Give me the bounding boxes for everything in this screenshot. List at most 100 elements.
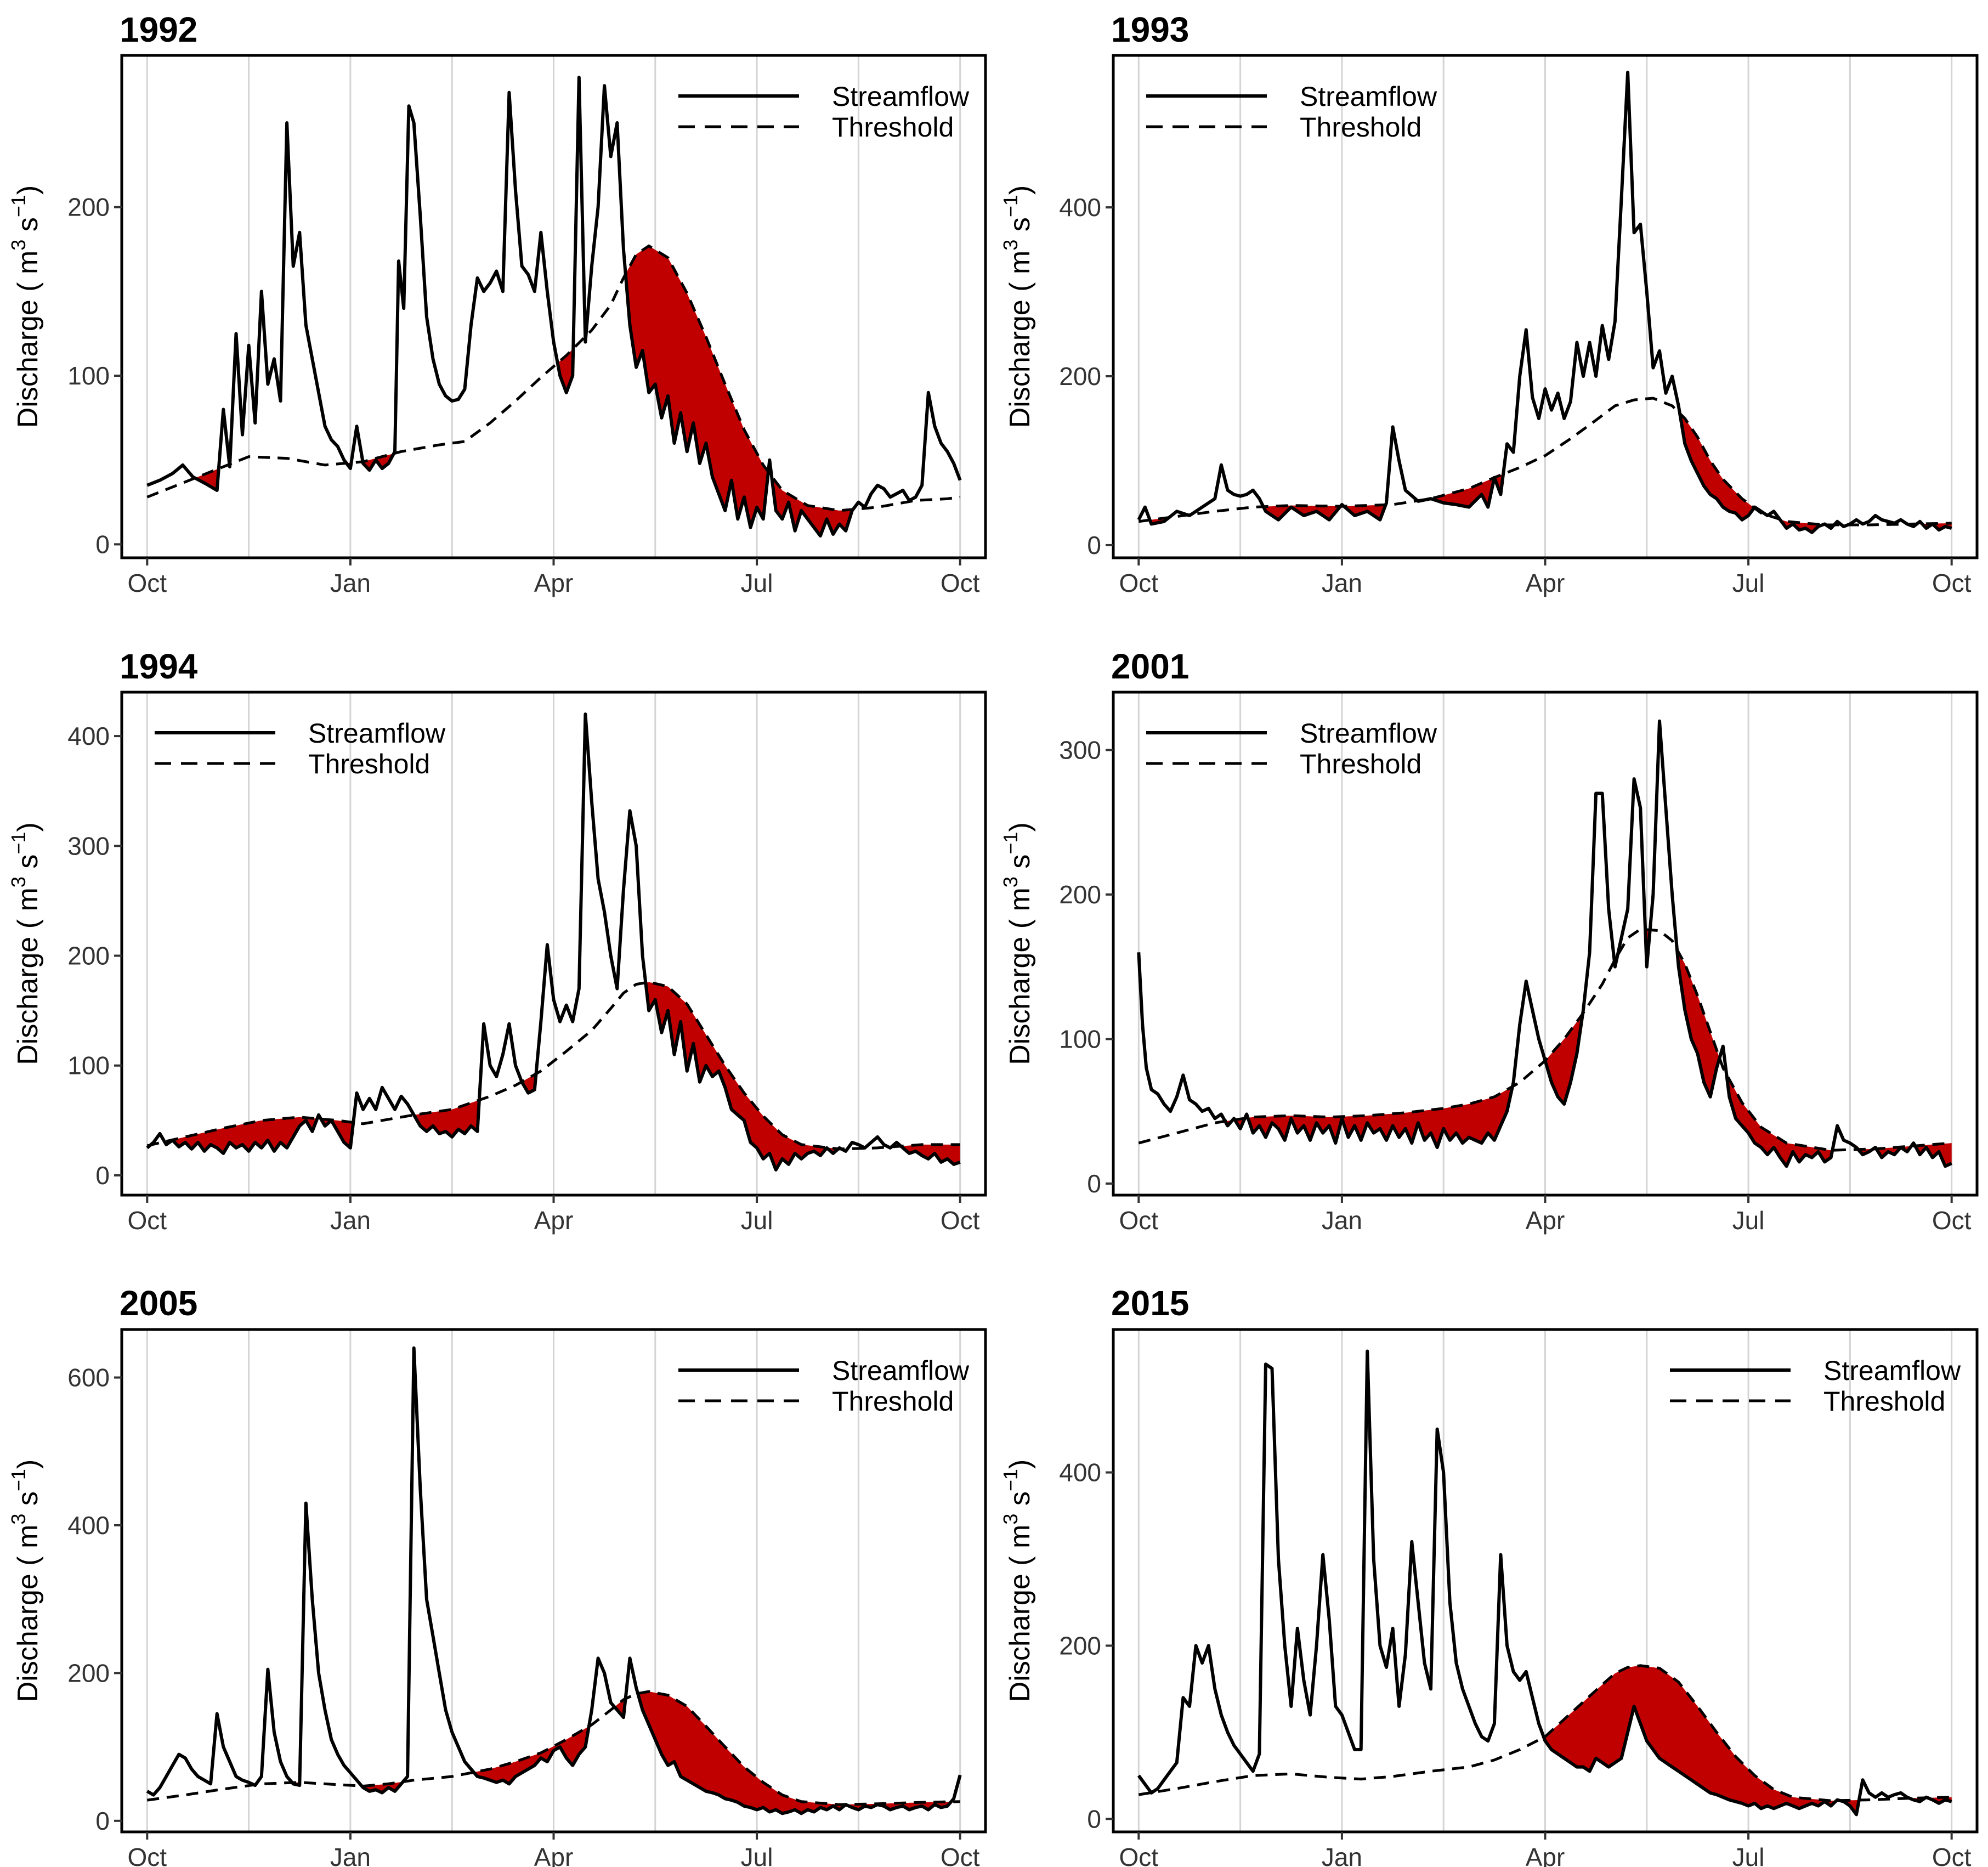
panel-title: 2005	[120, 1283, 197, 1323]
deficit-area	[321, 1119, 353, 1148]
panel-title: 1994	[120, 647, 198, 686]
deficit-area	[1677, 950, 1719, 1097]
x-tick-label: Jul	[741, 569, 773, 597]
panel-title: 2015	[1111, 1283, 1189, 1323]
deficit-area	[638, 1691, 950, 1814]
y-tick-label: 100	[67, 1051, 110, 1080]
y-tick-label: 200	[67, 942, 110, 970]
panel-title: 2001	[1111, 647, 1189, 686]
y-axis-label: Discharge ( m3 s−1)	[999, 185, 1036, 428]
threshold-line	[146, 981, 960, 1151]
legend-streamflow-label: Streamflow	[832, 81, 970, 112]
y-tick-label: 0	[95, 1161, 110, 1190]
streamflow-line	[146, 712, 961, 1172]
x-tick-label: Jul	[1732, 1843, 1765, 1867]
panel-title: 1993	[1111, 10, 1189, 49]
y-tick-label: 200	[1059, 362, 1101, 391]
y-axis-label: Discharge ( m3 s−1)	[7, 185, 44, 428]
threshold-line	[146, 244, 961, 512]
x-tick-label: Jan	[1322, 569, 1362, 597]
y-tick-label: 400	[67, 1511, 110, 1540]
deficit-area	[1544, 1665, 1836, 1809]
y-tick-label: 0	[95, 530, 110, 558]
x-tick-label: Oct	[128, 1206, 167, 1235]
panels: 1992 0 100 200 Oct Jan Apr Jul Oct Discharge ( m3…	[7, 10, 1979, 1867]
x-tick-label: Jan	[330, 1843, 371, 1867]
x-tick-label: Oct	[128, 1843, 167, 1867]
deficit-area	[195, 468, 218, 490]
x-tick-label: Jan	[330, 569, 371, 597]
x-tick-label: Jul	[741, 1206, 773, 1235]
y-tick-label: 0	[1087, 531, 1101, 559]
x-tick-label: Oct	[941, 569, 980, 597]
legend-threshold-label: Threshold	[832, 1386, 954, 1417]
x-tick-label: Oct	[941, 1206, 980, 1235]
y-tick-label: 400	[1059, 1458, 1101, 1487]
y-tick-label: 200	[67, 1659, 110, 1687]
x-tick-label: Oct	[1119, 1206, 1159, 1235]
legend-streamflow-label: Streamflow	[832, 1355, 970, 1386]
legend-streamflow-label: Streamflow	[1823, 1355, 1961, 1386]
panel-title: 1992	[120, 10, 197, 49]
x-tick-label: Jan	[1322, 1843, 1362, 1867]
panel-1992: 1992 0 100 200 Oct Jan Apr Jul Oct Discharge ( m3…	[7, 10, 987, 597]
y-tick-label: 300	[67, 831, 110, 860]
y-tick-label: 400	[67, 722, 110, 750]
deficit-area	[415, 1100, 479, 1137]
deficit-area	[1681, 415, 1754, 520]
streamflow-line	[1137, 719, 1952, 1168]
streamflow-line	[1137, 1349, 1952, 1817]
y-tick-label: 200	[1059, 1631, 1101, 1660]
deficit-area	[522, 1074, 536, 1093]
y-tick-label: 400	[1059, 193, 1101, 222]
x-tick-label: Jul	[1732, 569, 1765, 597]
x-tick-label: Oct	[1932, 1206, 1972, 1235]
deficit-area	[614, 1699, 625, 1718]
y-tick-label: 100	[1059, 1025, 1101, 1053]
y-tick-label: 0	[1087, 1804, 1101, 1833]
x-tick-label: Jan	[330, 1206, 371, 1235]
threshold-line	[146, 1690, 960, 1806]
x-tick-label: Jul	[1732, 1206, 1765, 1235]
streamflow-line	[1137, 70, 1952, 534]
x-tick-label: Apr	[1526, 1843, 1565, 1867]
panel-1994: 1994 0 100 200 300 400 Oct Jan Apr Jul Oct Discharg…	[7, 647, 987, 1235]
legend-threshold-label: Threshold	[308, 749, 430, 779]
legend-threshold-label: Threshold	[1823, 1386, 1945, 1417]
x-tick-label: Oct	[128, 569, 167, 597]
y-axis-label: Discharge ( m3 s−1)	[7, 1459, 44, 1702]
panel-2005: 2005 0 200 400 600 Oct Jan Apr Jul Oct Discharge (…	[7, 1283, 987, 1867]
streamflow-line	[146, 1346, 962, 1815]
panel-2001: 2001 0 100 200 300 Oct Jan Apr Jul Oct Discharge (…	[999, 647, 1979, 1235]
y-tick-label: 0	[1087, 1169, 1101, 1198]
y-axis-label: Discharge ( m3 s−1)	[999, 1459, 1036, 1702]
panel-2015: 2015 0 200 400 Oct Jan Apr Jul Oct Discharge ( m3…	[999, 1283, 1979, 1867]
y-axis-label: Discharge ( m3 s−1)	[7, 822, 44, 1065]
y-tick-label: 0	[95, 1807, 110, 1835]
deficit-area	[474, 1727, 588, 1784]
x-tick-label: Apr	[1526, 569, 1565, 597]
y-tick-label: 200	[1059, 880, 1101, 909]
x-tick-label: Jan	[1322, 1206, 1362, 1235]
y-tick-label: 300	[1059, 736, 1101, 764]
legend-threshold-label: Threshold	[1300, 749, 1421, 779]
legend-streamflow-label: Streamflow	[1300, 81, 1437, 112]
legend-threshold-label: Threshold	[832, 112, 954, 143]
y-tick-label: 600	[67, 1364, 110, 1392]
y-tick-label: 200	[67, 193, 110, 222]
x-tick-label: Apr	[1526, 1206, 1565, 1235]
threshold-line	[1138, 927, 1952, 1152]
x-tick-label: Oct	[1119, 1843, 1159, 1867]
x-tick-label: Oct	[1932, 1843, 1972, 1867]
streamflow-line	[146, 76, 962, 538]
legend-threshold-label: Threshold	[1300, 112, 1421, 143]
panel-1993: 1993 0 200 400 Oct Jan Apr Jul Oct Discharge ( m3…	[999, 10, 1979, 597]
legend-streamflow-label: Streamflow	[308, 718, 446, 749]
